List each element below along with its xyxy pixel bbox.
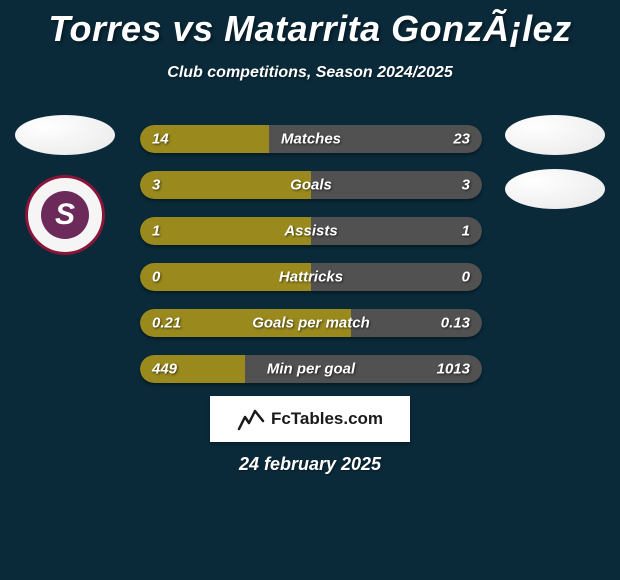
left-player-avatar bbox=[15, 115, 115, 155]
stat-bar: 1 1 Assists bbox=[140, 217, 482, 245]
stat-value-left: 14 bbox=[152, 131, 169, 148]
stat-label: Hattricks bbox=[279, 269, 343, 286]
right-club-badge bbox=[505, 169, 605, 209]
right-player-avatar bbox=[505, 115, 605, 155]
stat-bar: 0 0 Hattricks bbox=[140, 263, 482, 291]
subtitle: Club competitions, Season 2024/2025 bbox=[0, 64, 620, 82]
stat-value-right: 0.13 bbox=[441, 315, 470, 332]
date-text: 24 february 2025 bbox=[239, 454, 381, 475]
stat-value-left: 0 bbox=[152, 269, 160, 286]
right-player-column bbox=[500, 115, 610, 209]
left-club-badge-letter: S bbox=[41, 191, 89, 239]
stat-label: Matches bbox=[281, 131, 341, 148]
stat-value-right: 1 bbox=[462, 223, 470, 240]
left-club-badge: S bbox=[25, 175, 105, 255]
stat-value-right: 23 bbox=[453, 131, 470, 148]
footer-brand-text: FcTables.com bbox=[271, 409, 383, 429]
stat-bar-fill-left bbox=[140, 171, 311, 199]
stat-bar: 449 1013 Min per goal bbox=[140, 355, 482, 383]
stat-label: Goals bbox=[290, 177, 332, 194]
stat-value-right: 1013 bbox=[437, 361, 470, 378]
stat-label: Min per goal bbox=[267, 361, 355, 378]
stat-bar: 3 3 Goals bbox=[140, 171, 482, 199]
left-player-column: S bbox=[10, 115, 120, 255]
stat-bar: 14 23 Matches bbox=[140, 125, 482, 153]
page-title: Torres vs Matarrita GonzÃ¡lez bbox=[0, 0, 620, 50]
fctables-logo-icon bbox=[237, 407, 265, 431]
stat-label: Goals per match bbox=[252, 315, 370, 332]
stat-label: Assists bbox=[284, 223, 337, 240]
stat-value-right: 3 bbox=[462, 177, 470, 194]
stat-value-left: 449 bbox=[152, 361, 177, 378]
stats-bars: 14 23 Matches 3 3 Goals 1 1 Assists 0 0 Hattricks 0.… bbox=[140, 125, 482, 401]
stat-value-right: 0 bbox=[462, 269, 470, 286]
stat-bar: 0.21 0.13 Goals per match bbox=[140, 309, 482, 337]
stat-bar-fill-right bbox=[311, 171, 482, 199]
stat-value-left: 3 bbox=[152, 177, 160, 194]
stat-value-left: 1 bbox=[152, 223, 160, 240]
footer-brand-box[interactable]: FcTables.com bbox=[210, 396, 410, 442]
stat-value-left: 0.21 bbox=[152, 315, 181, 332]
